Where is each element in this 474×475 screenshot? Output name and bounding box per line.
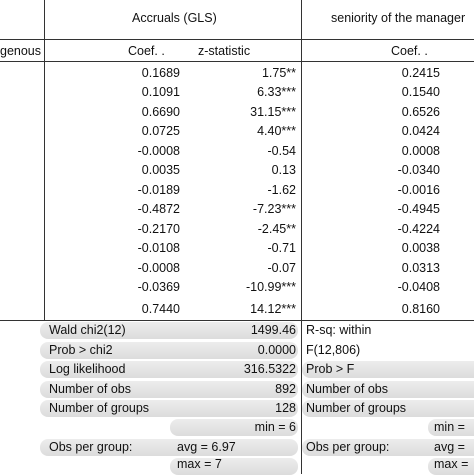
z-stat-cell: -0.54 — [267, 144, 297, 158]
z-stat-cell: -0.07 — [267, 261, 297, 275]
coef-cell: -0.0008 — [137, 261, 180, 275]
stat-pill — [40, 439, 298, 456]
stat-label-rsq: R-sq: within — [306, 323, 372, 337]
stat-pill — [302, 381, 474, 398]
column-header-coef-2: Coef. . — [391, 44, 428, 58]
column-header-coef: Coef. . — [128, 44, 165, 58]
coef2-cell: 0.0313 — [401, 261, 440, 275]
stat-min: min = 6 — [254, 420, 296, 434]
group-title-seniority: seniority of the manager — [331, 11, 466, 25]
stat-value-prob: 0.0000 — [257, 343, 296, 357]
stat-avg: avg = 6.97 — [177, 440, 236, 454]
stat-value-wald: 1499.46 — [250, 323, 296, 337]
header-divider — [0, 61, 474, 62]
z-stat-cell: 31.15*** — [250, 105, 296, 119]
coef-cell: -0.0189 — [137, 183, 180, 197]
row-header-label: genous — [0, 44, 42, 58]
stat-value-nobs: 892 — [275, 382, 296, 396]
coef2-cell: -0.4224 — [397, 222, 440, 236]
z-stat-cell: -0.71 — [267, 241, 297, 255]
coef-cell: -0.0008 — [137, 144, 180, 158]
stat-label-ngroups-2: Number of groups — [306, 401, 407, 415]
stat-min-2: min = — [434, 420, 465, 434]
coef2-cell: 0.1540 — [401, 85, 440, 99]
column-header-z-statistic: z-statistic — [198, 44, 251, 58]
z-stat-cell: -1.62 — [267, 183, 297, 197]
stat-pill — [170, 419, 298, 436]
coef-cell: 0.0725 — [141, 124, 180, 138]
column-divider — [301, 0, 302, 474]
stat-label-loglik: Log likelihood — [49, 362, 126, 376]
z-stat-cell: -10.99*** — [245, 280, 296, 294]
stat-pill — [40, 322, 298, 339]
coef-cell: -0.0369 — [137, 280, 180, 294]
stat-avg-2: avg = — [434, 440, 465, 454]
z-stat-cell: -7.23*** — [252, 202, 296, 216]
coef2-cell: -0.0340 — [397, 163, 440, 177]
z-stat-cell: 1.75** — [261, 66, 296, 80]
column-divider — [44, 0, 45, 321]
stat-pill — [302, 439, 474, 456]
coef2-cell: -0.0016 — [397, 183, 440, 197]
coef-cell: -0.2170 — [137, 222, 180, 236]
stat-label-nobs-2: Number of obs — [306, 382, 388, 396]
coef-cell: 0.1689 — [141, 66, 180, 80]
stat-label-prob-f: Prob > F — [306, 362, 355, 376]
coef2-cell: 0.0038 — [401, 241, 440, 255]
coef2-cell: -0.0408 — [397, 280, 440, 294]
stat-max: max = 7 — [177, 457, 222, 471]
z-stat-cell: 0.13 — [271, 163, 296, 177]
stat-pill — [302, 400, 474, 417]
z-stat-cell: 4.40*** — [257, 124, 296, 138]
coef-cell: 0.1091 — [141, 85, 180, 99]
coef2-cell: 0.6526 — [401, 105, 440, 119]
coef2-cell: 0.0424 — [401, 124, 440, 138]
stat-value-loglik: 316.5322 — [243, 362, 296, 376]
stat-label-wald: Wald chi2(12) — [49, 323, 126, 337]
stat-pill — [302, 361, 474, 378]
stat-label-nobs: Number of obs — [49, 382, 131, 396]
coef2-cell: 0.2415 — [401, 66, 440, 80]
stat-pill — [40, 361, 298, 378]
coef-cell: -0.4872 — [137, 202, 180, 216]
stat-label-prob: Prob > chi2 — [49, 343, 113, 357]
stat-value-ngroups: 128 — [275, 401, 296, 415]
stat-pill — [428, 419, 474, 436]
stat-label-f: F(12,806) — [306, 343, 361, 357]
coef2-cell: 0.0008 — [401, 144, 440, 158]
stat-label-obs-per-group: Obs per group: — [49, 440, 133, 454]
table-bottom-rule — [0, 320, 474, 321]
stat-pill — [40, 400, 298, 417]
stat-pill — [40, 381, 298, 398]
group-title-accruals: Accruals (GLS) — [132, 11, 217, 25]
coef-cell: 0.0035 — [141, 163, 180, 177]
stat-label-obs-per-group-2: Obs per group: — [306, 440, 390, 454]
stat-max-2: max = — [434, 457, 469, 471]
stat-pill — [428, 458, 474, 475]
z-stat-cell: 6.33*** — [257, 85, 296, 99]
stat-label-ngroups: Number of groups — [49, 401, 150, 415]
coef2-cell: 0.8160 — [401, 302, 440, 316]
coef-cell: -0.0108 — [137, 241, 180, 255]
stat-pill — [40, 342, 298, 359]
z-stat-cell: 14.12*** — [250, 302, 296, 316]
coef-cell: 0.6690 — [141, 105, 180, 119]
stat-pill — [170, 458, 298, 475]
coef2-cell: -0.4945 — [397, 202, 440, 216]
z-stat-cell: -2.45** — [257, 222, 296, 236]
header-divider — [0, 39, 474, 40]
coef-cell: 0.7440 — [141, 302, 180, 316]
